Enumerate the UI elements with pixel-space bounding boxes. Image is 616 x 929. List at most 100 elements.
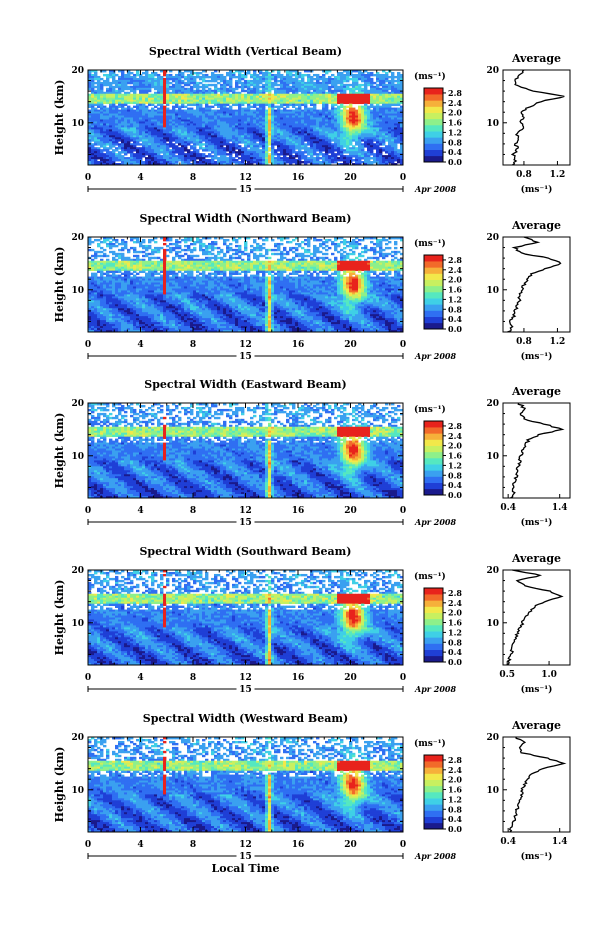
heatmap-cell	[262, 105, 266, 109]
heatmap-cell	[175, 85, 179, 89]
heatmap-cell	[283, 79, 287, 83]
heatmap-cell	[202, 95, 206, 99]
heatmap-cell	[235, 109, 239, 112]
colorbar-swatch	[424, 106, 443, 113]
heatmap-cell	[217, 105, 221, 109]
heatmap-cell	[115, 93, 119, 97]
heatmap-cell	[307, 143, 311, 146]
heatmap-cell	[139, 73, 143, 77]
heatmap-cell	[121, 79, 125, 83]
heatmap-cell	[289, 101, 293, 105]
heatmap-cell	[361, 89, 365, 93]
heatmap-cell	[190, 97, 194, 101]
heatmap-cell	[184, 97, 188, 101]
heatmap-cell	[211, 89, 215, 93]
heatmap-cell	[88, 77, 92, 81]
heatmap-cell	[121, 75, 125, 79]
heatmap-cell	[316, 77, 320, 81]
heatmap-cell	[181, 85, 185, 89]
heatmap-cell	[382, 81, 386, 85]
heatmap-cell	[139, 101, 143, 105]
heatmap-cell	[382, 83, 386, 87]
heatmap-cell	[379, 81, 383, 85]
heatmap-cell	[88, 109, 92, 112]
heatmap-cell	[262, 238, 266, 242]
heatmap-cell	[142, 71, 146, 75]
heatmap-cell	[88, 248, 92, 252]
heatmap-cell	[283, 77, 287, 81]
heatmap-cell	[169, 97, 173, 101]
heatmap-cell	[286, 93, 290, 97]
heatmap-cell	[142, 79, 146, 83]
heatmap-cell	[382, 89, 386, 93]
heatmap-cell	[235, 79, 239, 83]
heatmap-cell	[124, 87, 128, 91]
heatmap-cell	[259, 97, 263, 101]
heatmap-cell	[271, 75, 275, 79]
heatmap-cell	[193, 101, 197, 105]
heatmap-cell	[217, 103, 221, 107]
heatmap-cell	[388, 99, 392, 103]
heatmap-cell	[235, 99, 239, 103]
heatmap-cell	[334, 85, 338, 89]
heatmap-cell	[196, 83, 200, 87]
heatmap-cell	[298, 79, 302, 83]
heatmap-cell	[331, 161, 335, 164]
heatmap-cell	[178, 77, 182, 81]
heatmap-cell	[88, 70, 92, 73]
heatmap-cell	[223, 93, 227, 97]
colorbar-tick-label: 0.8	[448, 137, 462, 147]
y-tick-label: 20	[71, 66, 84, 76]
heatmap-cell	[400, 81, 404, 85]
heatmap-cell	[214, 101, 218, 105]
heatmap-cell	[367, 83, 371, 87]
heatmap-cell	[238, 77, 242, 81]
heatmap-cell	[292, 161, 296, 164]
heatmap-cell	[178, 87, 182, 91]
heatmap-cell	[310, 103, 314, 107]
heatmap-cell	[259, 81, 263, 85]
heatmap-cell	[367, 81, 371, 85]
heatmap-cell	[292, 105, 296, 109]
heatmap-cell	[205, 79, 209, 83]
heatmap-cell	[97, 81, 101, 85]
heatmap-cell	[91, 99, 95, 103]
heatmap-cell	[223, 109, 227, 112]
heatmap-cell	[349, 83, 353, 87]
heatmap-cell	[280, 153, 284, 156]
heatmap-cell	[277, 73, 281, 77]
heatmap-cell	[301, 89, 305, 93]
heatmap-cell	[367, 93, 371, 97]
heatmap-cell	[328, 89, 332, 93]
heatmap-cell	[205, 105, 209, 109]
heatmap-cell	[376, 91, 380, 95]
heatmap-cell	[262, 73, 266, 77]
heatmap-cell	[139, 81, 143, 85]
heatmap-cell	[295, 87, 299, 91]
heatmap-cell	[181, 79, 185, 83]
heatmap-cell	[283, 83, 287, 87]
heatmap-cell	[358, 71, 362, 75]
heatmap-cell	[373, 139, 377, 142]
heatmap-cell	[277, 97, 281, 101]
x-tick-label: 0	[85, 173, 91, 183]
heatmap-cell	[334, 79, 338, 83]
heatmap-cell	[295, 99, 299, 103]
heatmap-cell	[331, 105, 335, 109]
heatmap-cell	[292, 73, 296, 77]
heatmap-cell	[235, 240, 239, 244]
heatmap-cell	[385, 105, 389, 109]
heatmap-cell	[286, 70, 290, 73]
heatmap-cell	[382, 107, 386, 110]
heatmap-cell	[217, 97, 221, 101]
heatmap-cell	[307, 95, 311, 99]
heatmap-cell	[193, 75, 197, 79]
heatmap-cell	[304, 97, 308, 101]
heatmap-cell	[142, 89, 146, 93]
heatmap-cell	[301, 93, 305, 97]
heatmap-cell	[250, 73, 254, 77]
heatmap-cell	[157, 87, 161, 91]
heatmap-cell	[127, 71, 131, 75]
heatmap-cell	[298, 93, 302, 97]
heatmap-cell	[169, 145, 173, 148]
